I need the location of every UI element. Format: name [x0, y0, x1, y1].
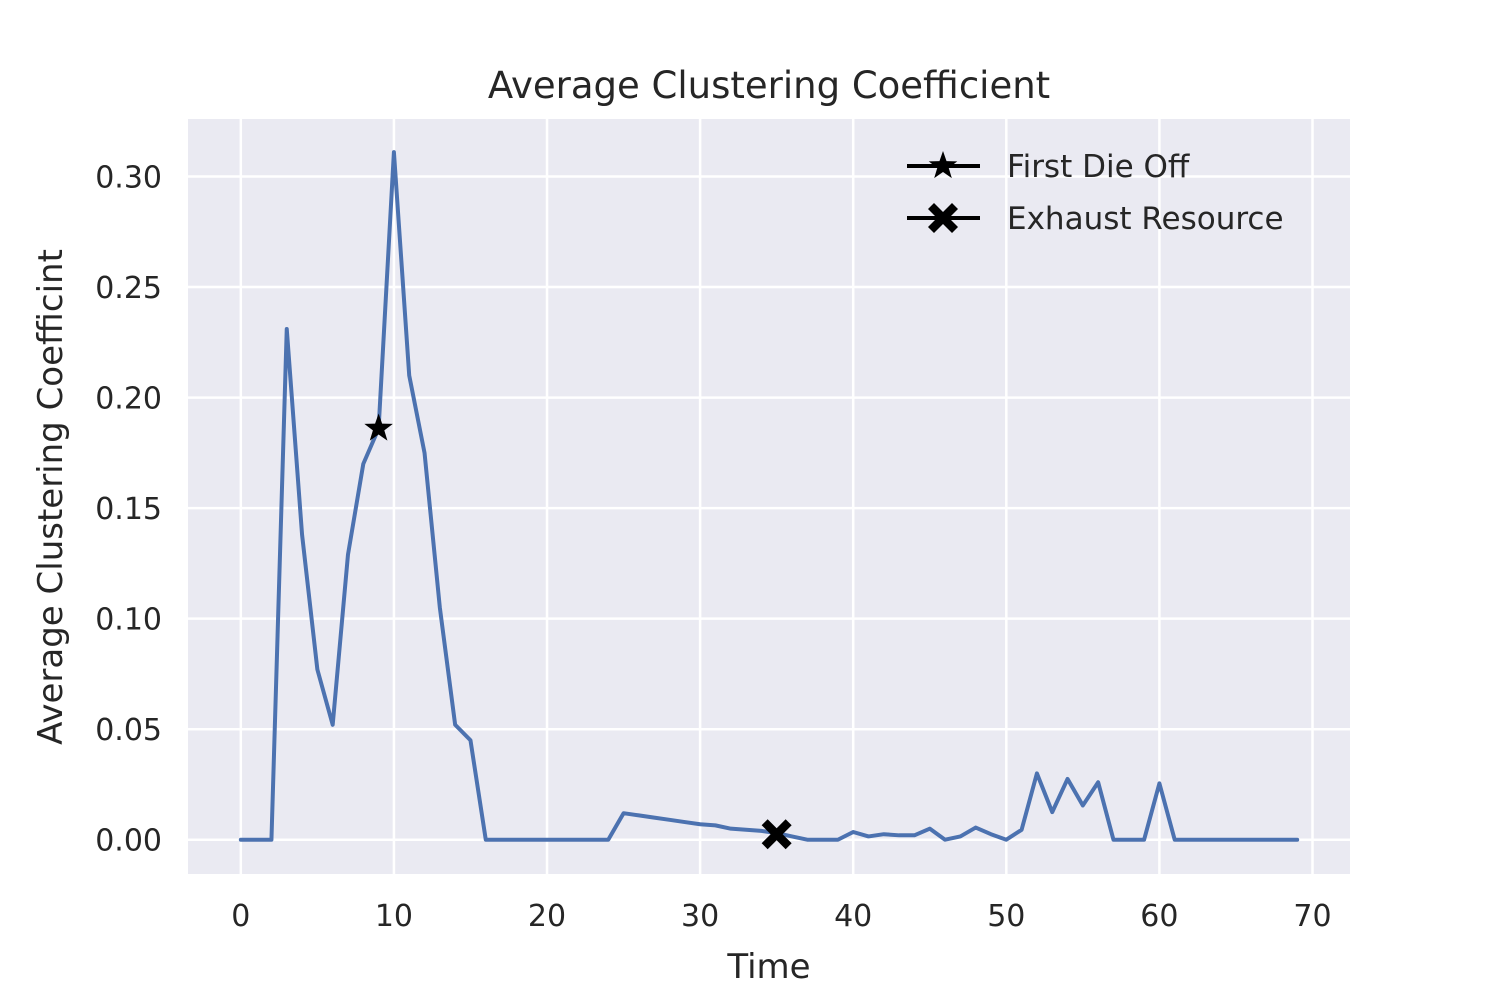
y-tick-label: 0.30 [95, 160, 162, 195]
chart-title: Average Clustering Coefficient [488, 64, 1050, 107]
x-tick-label: 70 [1293, 899, 1331, 934]
legend: First Die Off Exhaust Resource [907, 149, 1284, 237]
x-tick-label: 60 [1140, 899, 1178, 934]
x-tick-label: 20 [528, 899, 566, 934]
x-tick-label: 0 [231, 899, 250, 934]
x-tick-label: 40 [834, 899, 872, 934]
legend-x-icon [928, 203, 958, 233]
x-tick-label: 30 [681, 899, 719, 934]
exhaust-resource-marker [761, 819, 792, 850]
y-tick-label: 0.15 [95, 492, 162, 527]
legend-label-first-die-off: First Die Off [1007, 149, 1190, 185]
x-axis-label: Time [726, 947, 810, 987]
markers-layer [364, 413, 792, 850]
y-tick-label: 0.00 [95, 824, 162, 859]
grid [188, 119, 1350, 874]
y-tick-label: 0.25 [95, 271, 162, 306]
x-tick-label: 50 [987, 899, 1025, 934]
y-tick-label: 0.05 [95, 713, 162, 748]
first-die-off-marker [364, 413, 393, 441]
legend-star-icon [928, 151, 958, 179]
legend-label-exhaust-resource: Exhaust Resource [1007, 201, 1284, 237]
y-tick-label: 0.20 [95, 382, 162, 417]
plot-area [188, 119, 1350, 874]
x-tick-label: 10 [375, 899, 413, 934]
y-axis-label: Average Clustering Coefficint [31, 249, 71, 745]
y-tick-label: 0.10 [95, 603, 162, 638]
tick-labels: 0 10 20 30 40 50 60 70 0.00 0.05 0.10 0.15 0.20 0.25 0… [95, 160, 1331, 934]
